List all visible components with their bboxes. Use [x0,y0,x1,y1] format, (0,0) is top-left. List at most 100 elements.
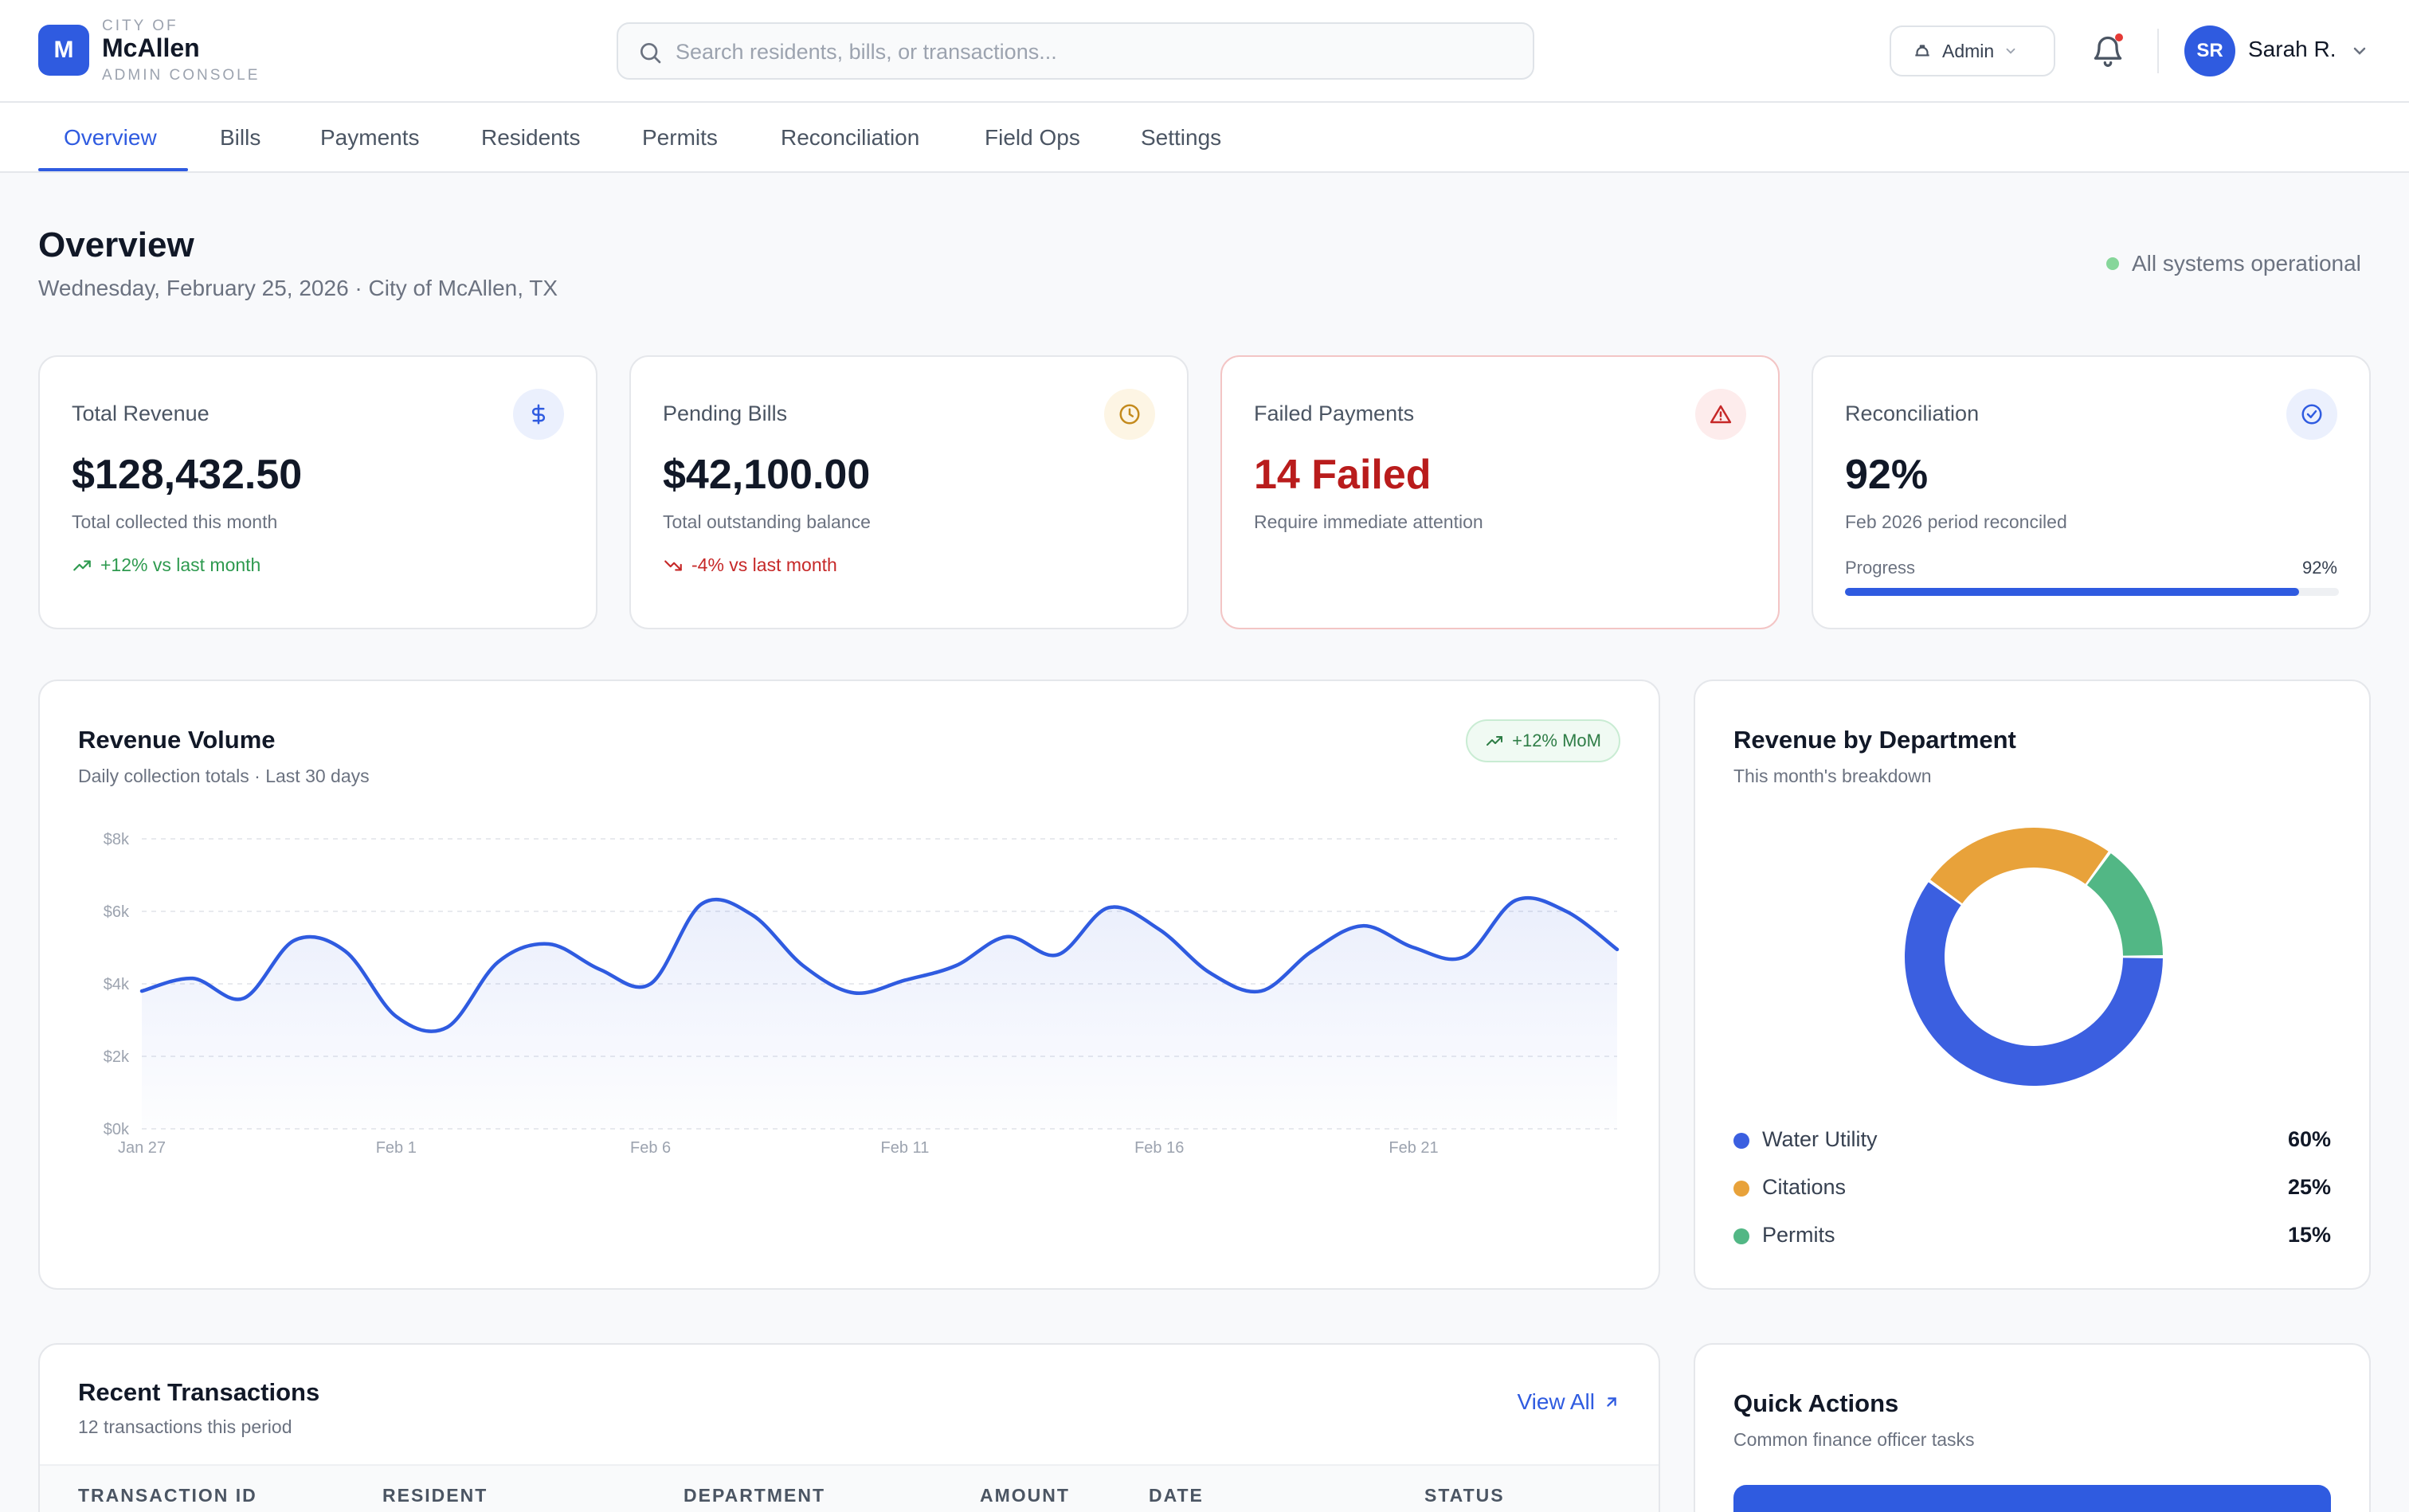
quick-actions-panel: Quick Actions Common finance officer tas… [1694,1343,2371,1512]
panel-title: Revenue Volume [78,726,276,754]
kpi-description: Feb 2026 period reconciled [1845,511,2067,532]
legend-percent: 60% [2287,1127,2331,1151]
donut-slice-citations[interactable] [1930,828,2109,904]
notification-dot [2115,33,2123,41]
role-label: Admin [1942,40,1995,61]
clock-icon [1104,389,1155,440]
revenue-line [139,895,1620,1033]
kpi-label: Failed Payments [1254,402,1415,425]
column-header-department[interactable]: DEPARTMENT [684,1485,826,1506]
kpi-description: Require immediate attention [1254,511,1483,532]
progress-fill [1845,588,2300,596]
kpi-card-reconciliation: Reconciliation 92% Feb 2026 period recon… [1812,355,2371,629]
kpi-trend-text: -4% vs last month [691,554,837,575]
brand-subtitle: ADMIN CONSOLE [102,67,260,84]
panel-subtitle: This month's breakdown [1733,766,1932,786]
panel-title: Recent Transactions [78,1378,320,1406]
progress-label: Progress [1845,558,1916,578]
primary-quick-action-button[interactable] [1733,1485,2331,1512]
kpi-description: Total collected this month [72,511,278,532]
table-header: TRANSACTION ID RESIDENT DEPARTMENT AMOUN… [40,1464,1659,1512]
column-header-transaction-id[interactable]: TRANSACTION ID [78,1485,257,1506]
chevron-down-icon[interactable] [2350,41,2369,61]
mom-badge: +12% MoM [1466,719,1620,762]
y-tick-label: $4k [104,976,130,993]
tab-field-ops[interactable]: Field Ops [985,125,1080,150]
tab-reconciliation[interactable]: Reconciliation [781,125,920,150]
tab-payments[interactable]: Payments [320,125,420,150]
recent-transactions-panel: Recent Transactions 12 transactions this… [38,1343,1660,1512]
y-tick-label: $2k [104,1048,130,1066]
panel-subtitle: 12 transactions this period [78,1416,292,1437]
search-bar [617,22,1534,80]
donut-slice-permits[interactable] [2086,853,2163,956]
city-logo[interactable]: M [38,25,89,76]
check-circle-icon [2286,389,2337,440]
tab-permits[interactable]: Permits [642,125,718,150]
legend-swatch [1733,1133,1749,1149]
column-header-status[interactable]: STATUS [1424,1485,1505,1506]
kpi-value: $128,432.50 [72,452,303,498]
kpi-trend: -4% vs last month [663,554,837,576]
user-name[interactable]: Sarah R. [2248,37,2337,61]
kpi-value: 14 Failed [1254,452,1432,498]
page-title: Overview [38,225,194,264]
legend-name: Permits [1762,1223,1835,1247]
legend-percent: 25% [2287,1175,2331,1199]
y-tick-label: $0k [104,1121,130,1138]
x-tick-label: Feb 11 [881,1139,930,1157]
y-tick-label: $8k [104,831,130,848]
x-tick-label: Feb 6 [630,1139,671,1157]
tab-overview[interactable]: Overview [64,125,157,150]
legend-swatch [1733,1228,1749,1244]
column-header-amount[interactable]: AMOUNT [980,1485,1070,1506]
kpi-card-pending-bills: Pending Bills $42,100.00 Total outstandi… [629,355,1189,629]
progress-bar [1845,588,2339,596]
panel-subtitle: Common finance officer tasks [1733,1429,1975,1450]
area-fill [142,898,1617,1129]
column-header-resident[interactable]: RESIDENT [382,1485,488,1506]
legend-name: Citations [1762,1175,1847,1199]
revenue-area-chart: $0k $2k $4k $6k $8k Jan 27 Feb 1 Feb 6 Feb 11 Feb… [104,831,1620,1157]
legend-name: Water Utility [1762,1127,1878,1151]
panel-title: Quick Actions [1733,1389,1899,1417]
top-header: M CITY OF McAllen ADMIN CONSOLE Admin SR… [0,0,2409,103]
role-selector-button[interactable]: Admin [1890,25,2055,76]
kpi-label: Total Revenue [72,402,210,425]
search-input[interactable] [676,32,1520,72]
x-tick-label: Feb 21 [1389,1139,1438,1157]
view-all-label: View All [1517,1389,1595,1414]
chevron-down-icon [2006,48,2015,54]
trend-up-icon [73,560,91,570]
kpi-trend: +12% vs last month [72,554,260,576]
x-tick-label: Jan 27 [118,1139,166,1157]
legend-percent: 15% [2287,1223,2331,1247]
tab-settings[interactable]: Settings [1141,125,1222,150]
kpi-label: Reconciliation [1845,402,1980,425]
x-tick-label: Feb 16 [1134,1139,1184,1157]
view-all-link[interactable]: View All [1517,1389,1620,1415]
active-tab-indicator [38,168,188,171]
y-tick-label: $6k [104,903,130,921]
kpi-description: Total outstanding balance [663,511,871,532]
legend-item-citations: Citations 25% [1733,1172,2331,1204]
column-header-date[interactable]: DATE [1149,1485,1204,1506]
progress-value: 92% [2301,558,2337,578]
kpi-trend-text: +12% vs last month [100,554,261,575]
brand-prefix: CITY OF [102,18,178,34]
kpi-value: $42,100.00 [663,452,871,498]
hat-icon [1915,45,1929,57]
trend-down-icon [664,560,682,570]
tab-residents[interactable]: Residents [481,125,581,150]
kpi-card-failed-payments[interactable]: Failed Payments 14 Failed Require immedi… [1220,355,1780,629]
kpi-value: 92% [1845,452,1929,498]
kpi-label: Pending Bills [663,402,788,425]
kpi-card-total-revenue: Total Revenue $128,432.50 Total collecte… [38,355,597,629]
donut-slice-water-utility[interactable] [1905,882,2163,1086]
legend-item-water-utility: Water Utility 60% [1733,1124,2331,1156]
revenue-by-department-panel: Revenue by Department This month's break… [1694,680,2371,1290]
tab-bills[interactable]: Bills [220,125,261,150]
bell-icon[interactable] [2090,33,2125,69]
avatar[interactable]: SR [2184,25,2235,76]
alert-triangle-icon [1695,389,1746,440]
